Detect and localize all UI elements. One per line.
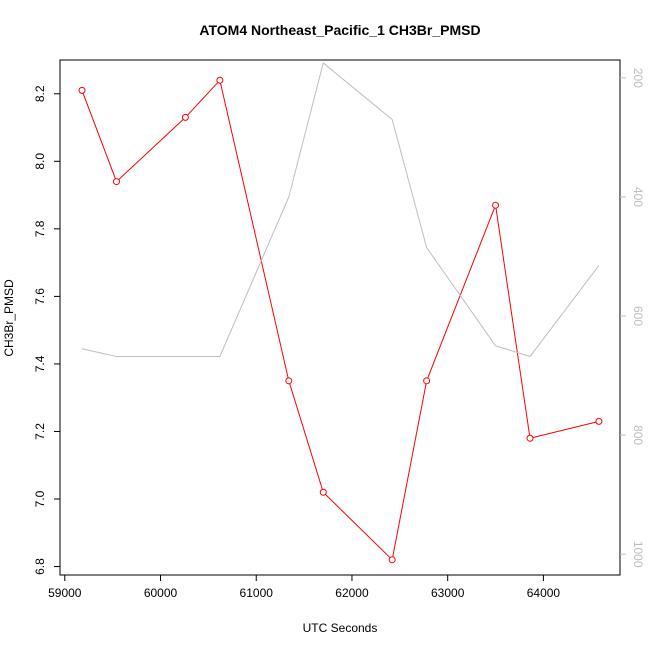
y-axis-label: CH3Br_PMSD xyxy=(2,279,16,357)
data-point xyxy=(216,76,224,84)
y2-tick-label: 800 xyxy=(631,425,645,445)
x-axis: 59000 60000 61000 62000 63000 64000 xyxy=(48,575,560,600)
y2-tick-label: 200 xyxy=(631,68,645,88)
chart-title: ATOM4 Northeast_Pacific_1 CH3Br_PMSD xyxy=(199,22,480,38)
data-point xyxy=(526,434,534,442)
y-tick-label: 6.8 xyxy=(33,558,47,575)
y-tick-label: 7.4 xyxy=(33,355,47,372)
y-tick-label: 8.2 xyxy=(33,85,47,102)
y-axis-right: 200 400 600 800 1000 xyxy=(620,68,645,568)
data-point xyxy=(492,201,500,209)
y-tick-label: 7.2 xyxy=(33,423,47,440)
data-point xyxy=(285,377,293,385)
series-line-left xyxy=(81,79,600,561)
series-layer xyxy=(78,62,603,564)
data-point xyxy=(181,113,189,121)
y2-tick-label: 600 xyxy=(631,306,645,326)
y-axis-left: 6.8 7.0 7.2 7.4 7.6 7.8 8.0 8.2 xyxy=(33,85,60,575)
y2-tick-label: 1000 xyxy=(631,541,645,568)
y-tick-label: 7.8 xyxy=(33,220,47,237)
y-tick-label: 7.0 xyxy=(33,490,47,507)
x-tick-label: 59000 xyxy=(48,586,82,600)
data-point xyxy=(112,178,120,186)
data-point xyxy=(388,556,396,564)
x-tick-label: 62000 xyxy=(335,586,369,600)
x-tick-label: 60000 xyxy=(144,586,178,600)
x-tick-label: 63000 xyxy=(431,586,465,600)
data-point xyxy=(319,488,327,496)
y2-tick-label: 400 xyxy=(631,187,645,207)
x-tick-label: 64000 xyxy=(527,586,561,600)
y-tick-label: 8.0 xyxy=(33,153,47,170)
data-point xyxy=(423,377,431,385)
data-point xyxy=(78,86,86,94)
x-axis-label: UTC Seconds xyxy=(303,621,378,635)
data-point xyxy=(595,417,603,425)
series-line-right xyxy=(81,62,600,358)
y-tick-label: 7.6 xyxy=(33,288,47,305)
plot-frame xyxy=(59,59,621,576)
x-tick-label: 61000 xyxy=(240,586,274,600)
